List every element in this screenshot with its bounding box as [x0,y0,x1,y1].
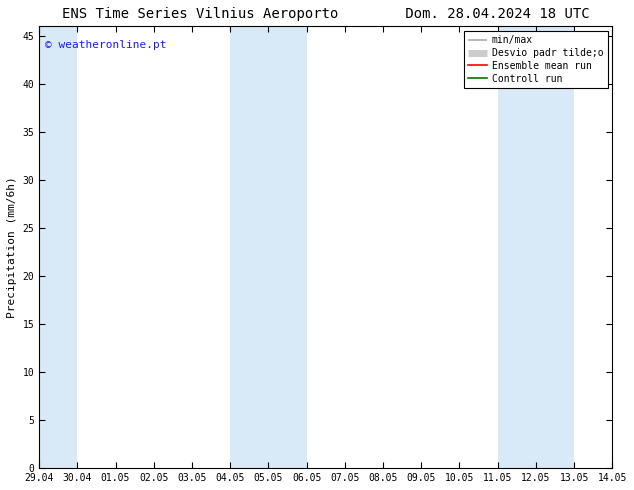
Text: © weatheronline.pt: © weatheronline.pt [45,40,166,49]
Legend: min/max, Desvio padr tilde;o, Ensemble mean run, Controll run: min/max, Desvio padr tilde;o, Ensemble m… [464,31,607,88]
Bar [498,26,574,468]
Title: ENS Time Series Vilnius Aeroporto        Dom. 28.04.2024 18 UTC: ENS Time Series Vilnius Aeroporto Dom. 2… [62,7,590,21]
Y-axis label: Precipitation (mm/6h): Precipitation (mm/6h) [7,176,17,318]
Bar [39,26,77,468]
Bar [230,26,307,468]
